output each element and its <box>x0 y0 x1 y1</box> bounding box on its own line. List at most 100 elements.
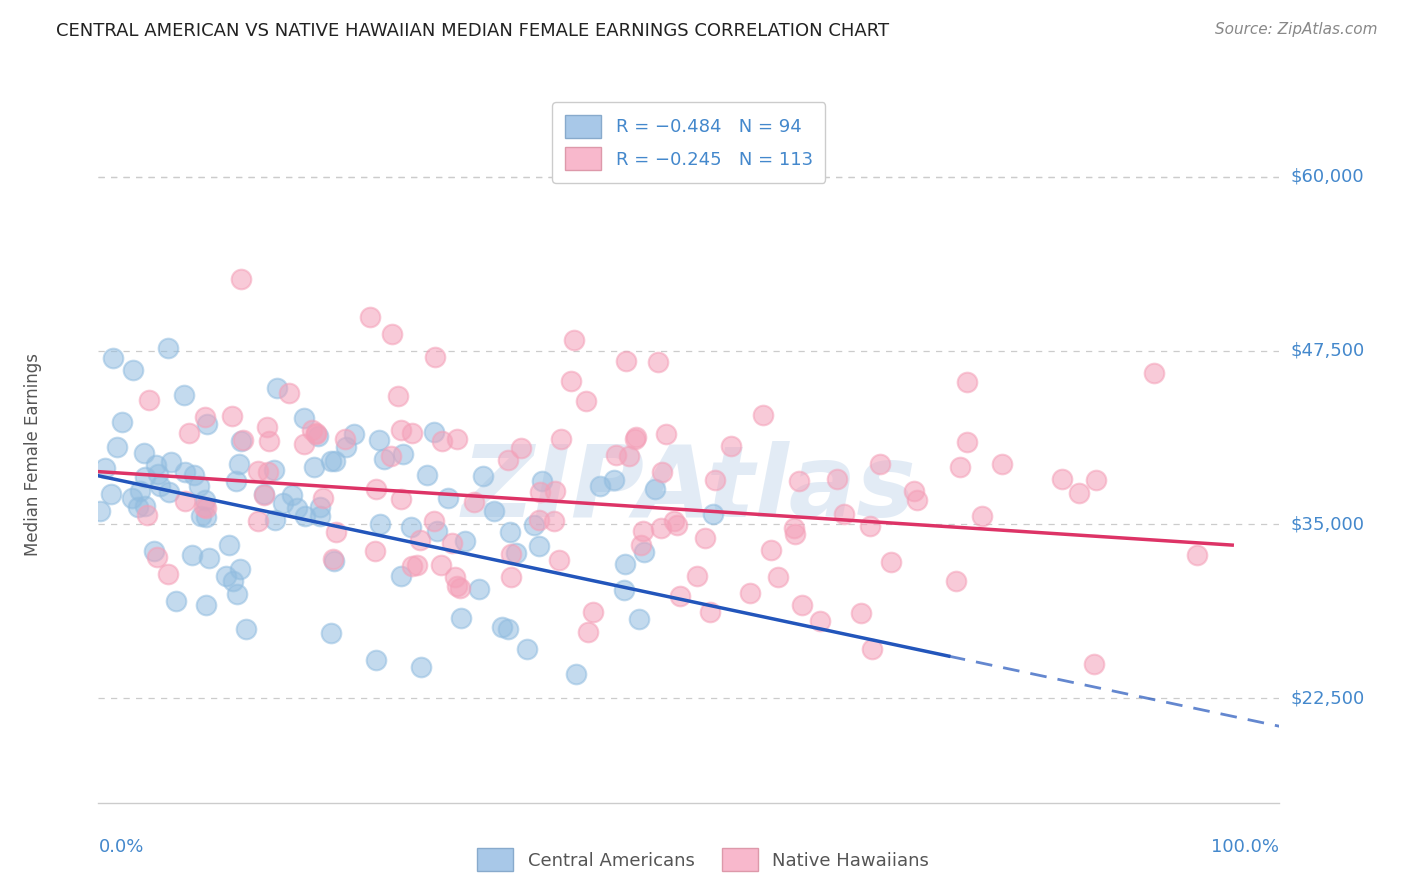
Point <box>789 474 811 488</box>
Point <box>644 482 666 496</box>
Point <box>436 491 458 505</box>
Point <box>450 610 472 624</box>
Point <box>693 531 716 545</box>
Point <box>401 425 423 440</box>
Point <box>564 333 586 347</box>
Point <box>416 468 439 483</box>
Point <box>426 524 449 538</box>
Point <box>956 435 979 450</box>
Point <box>527 513 550 527</box>
Point <box>256 420 278 434</box>
Point <box>647 355 669 369</box>
Point <box>686 569 709 583</box>
Point <box>159 484 181 499</box>
Point <box>429 558 451 572</box>
Point <box>292 437 315 451</box>
Text: Source: ZipAtlas.com: Source: ZipAtlas.com <box>1215 22 1378 37</box>
Point <box>294 509 316 524</box>
Point <box>423 351 446 365</box>
Point <box>650 521 672 535</box>
Point <box>94 461 117 475</box>
Point <box>498 622 520 636</box>
Point <box>302 460 325 475</box>
Point <box>111 416 134 430</box>
Point <box>380 449 402 463</box>
Point <box>624 432 647 446</box>
Point <box>229 434 252 448</box>
Point <box>578 625 600 640</box>
Point <box>516 642 538 657</box>
Point <box>543 514 565 528</box>
Point <box>527 539 550 553</box>
Point <box>194 598 217 612</box>
Point <box>325 454 347 468</box>
Text: $60,000: $60,000 <box>1291 168 1364 186</box>
Point <box>194 500 217 515</box>
Point <box>575 394 598 409</box>
Point <box>381 326 404 341</box>
Point <box>305 427 328 442</box>
Point <box>321 453 343 467</box>
Point <box>1050 472 1073 486</box>
Point <box>547 553 569 567</box>
Point <box>956 375 979 389</box>
Point <box>363 544 385 558</box>
Point <box>264 513 287 527</box>
Point <box>387 389 409 403</box>
Point <box>229 562 252 576</box>
Point <box>550 432 572 446</box>
Point <box>471 469 494 483</box>
Point <box>406 558 429 573</box>
Point <box>505 546 527 560</box>
Point <box>138 392 160 407</box>
Point <box>225 587 247 601</box>
Point <box>247 464 270 478</box>
Point <box>869 457 891 471</box>
Point <box>631 524 654 539</box>
Point <box>179 426 201 441</box>
Point <box>359 310 381 325</box>
Point <box>325 525 347 540</box>
Point <box>257 466 280 480</box>
Point <box>231 272 253 286</box>
Point <box>468 582 491 596</box>
Point <box>89 504 111 518</box>
Point <box>785 527 807 541</box>
Point <box>292 410 315 425</box>
Point <box>195 509 218 524</box>
Point <box>103 351 125 365</box>
Point <box>319 626 342 640</box>
Point <box>759 542 782 557</box>
Point <box>446 579 468 593</box>
Point <box>454 533 477 548</box>
Point <box>195 417 218 431</box>
Point <box>218 538 240 552</box>
Point <box>308 500 330 515</box>
Point <box>560 375 582 389</box>
Text: ZIPAtlas: ZIPAtlas <box>461 442 917 538</box>
Point <box>409 533 432 547</box>
Point <box>246 514 269 528</box>
Point <box>740 586 762 600</box>
Point <box>389 491 412 506</box>
Point <box>430 434 453 448</box>
Point <box>880 555 903 569</box>
Point <box>257 434 280 449</box>
Point <box>702 507 724 521</box>
Point <box>783 521 806 535</box>
Point <box>127 500 149 514</box>
Point <box>366 653 388 667</box>
Point <box>198 550 221 565</box>
Point <box>391 447 413 461</box>
Point <box>399 519 422 533</box>
Point <box>401 559 423 574</box>
Text: $47,500: $47,500 <box>1291 342 1365 359</box>
Point <box>613 583 636 598</box>
Text: $22,500: $22,500 <box>1291 690 1365 707</box>
Point <box>367 433 389 447</box>
Point <box>662 514 685 528</box>
Point <box>281 488 304 502</box>
Point <box>129 484 152 499</box>
Point <box>301 423 323 437</box>
Point <box>173 465 195 479</box>
